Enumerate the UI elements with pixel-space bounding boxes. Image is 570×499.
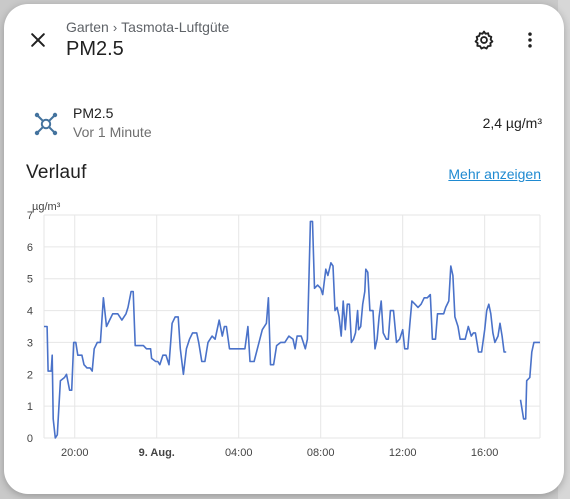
x-tick-label: 12:00 (389, 447, 417, 459)
breadcrumb-device[interactable]: Tasmota-Luftgüte (121, 19, 230, 35)
chevron-right-icon: › (112, 19, 118, 35)
x-tick-label: 04:00 (225, 447, 253, 459)
gear-icon (474, 30, 494, 50)
x-tick-label: 16:00 (471, 447, 499, 459)
y-axis-label: µg/m³ (32, 201, 61, 213)
show-more-link[interactable]: Mehr anzeigen (448, 166, 541, 182)
x-tick-label: 9. Aug. (139, 447, 175, 459)
breadcrumb-area[interactable]: Garten (66, 19, 109, 35)
close-button[interactable] (20, 22, 56, 58)
y-tick-label: 1 (27, 401, 33, 413)
series-line (44, 220, 507, 439)
x-tick-label: 20:00 (61, 447, 89, 459)
x-tick-label: 08:00 (307, 447, 335, 459)
settings-button[interactable] (466, 22, 502, 58)
entity-state-value: 2,4 µg/m³ (482, 115, 542, 131)
series-line (519, 341, 540, 420)
molecule-icon (34, 112, 58, 136)
history-chart: 0 1 2 3 4 5 6 7 20:00 9. Aug. 04:00 08:00 12:00 16:0… (27, 201, 541, 459)
y-tick-label: 7 (27, 210, 33, 222)
more-vertical-icon (528, 32, 532, 48)
entity-name: PM2.5 (73, 105, 114, 121)
y-tick-label: 2 (27, 369, 33, 381)
history-title: Verlauf (26, 162, 87, 183)
y-tick-label: 0 (27, 433, 33, 445)
y-tick-label: 6 (27, 242, 33, 254)
more-options-button[interactable] (512, 22, 548, 58)
breadcrumb: Garten › Tasmota-Luftgüte (66, 19, 229, 35)
entity-last-changed: Vor 1 Minute (73, 124, 152, 140)
y-tick-label: 5 (27, 274, 33, 286)
close-icon (31, 33, 45, 47)
y-tick-label: 3 (27, 337, 33, 349)
entity-row: PM2.5 Vor 1 Minute 2,4 µg/m³ (4, 100, 564, 148)
dialog-title: PM2.5 (66, 38, 124, 60)
more-info-dialog: Garten › Tasmota-Luftgüte PM2.5 (4, 4, 564, 494)
y-tick-label: 4 (27, 306, 33, 318)
